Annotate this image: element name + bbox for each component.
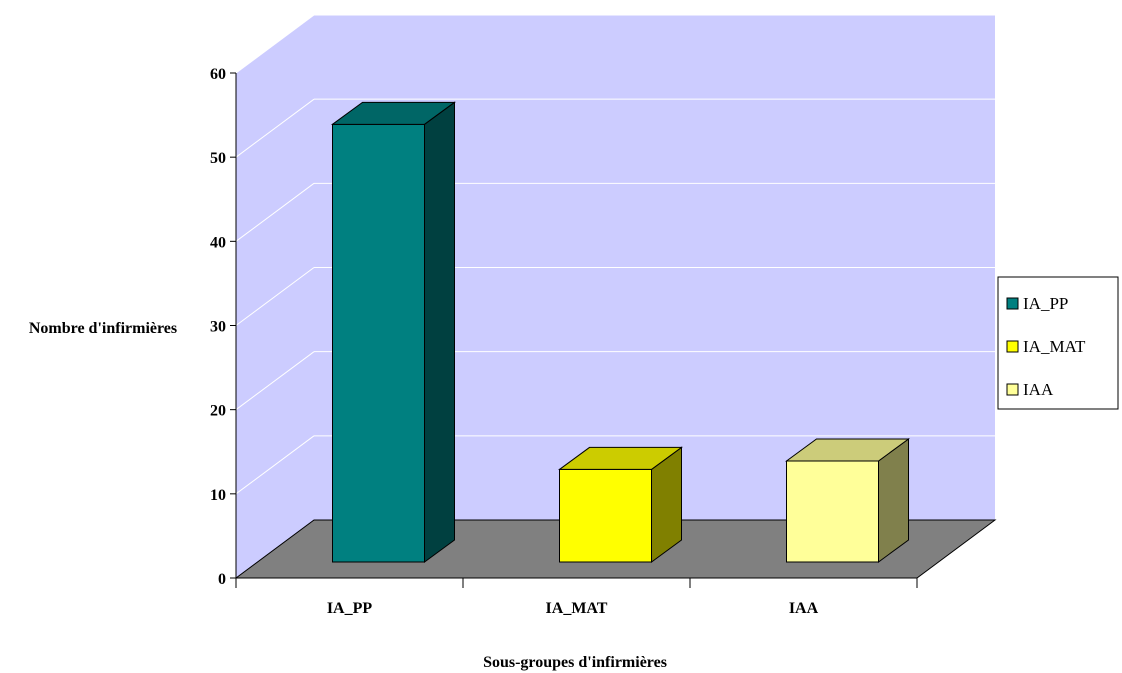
gridline-side xyxy=(235,435,315,495)
legend-swatch xyxy=(1006,297,1019,310)
legend-item-ia-mat: IA_MAT xyxy=(1006,337,1086,356)
legend-swatch xyxy=(1006,383,1019,396)
legend: IA_PP IA_MAT IAA xyxy=(997,276,1119,410)
legend-label: IA_PP xyxy=(1023,294,1068,313)
y-tick-label: 40 xyxy=(210,234,226,251)
y-tick-label: 20 xyxy=(210,403,226,420)
gridline-side xyxy=(235,98,315,158)
x-tick-labels: IA_PP IA_MAT IAA xyxy=(327,600,819,617)
gridline-side xyxy=(235,14,315,74)
y-tick-label: 10 xyxy=(210,487,226,504)
y-axis-title: Nombre d'infirmières xyxy=(29,320,177,337)
axes xyxy=(230,72,918,588)
bar-front-face xyxy=(332,123,425,563)
bar-front-face xyxy=(559,468,652,563)
bar-top-face xyxy=(557,446,684,470)
y-tick-label: 60 xyxy=(210,66,226,83)
bar-top-face xyxy=(330,101,457,125)
y-tick-label: 50 xyxy=(210,150,226,167)
bars xyxy=(330,101,911,563)
legend-swatch xyxy=(1006,340,1019,353)
x-tick-label: IA_MAT xyxy=(546,600,608,617)
bar-iaa xyxy=(784,438,911,563)
legend-item-iaa: IAA xyxy=(1006,380,1054,399)
x-tick-label: IA_PP xyxy=(327,600,373,617)
bar-front-face xyxy=(786,460,879,563)
legend-label: IAA xyxy=(1023,380,1054,399)
bar-top-face xyxy=(784,438,911,462)
legend-item-ia-pp: IA_PP xyxy=(1006,294,1068,313)
gridline-side xyxy=(235,267,315,326)
gridline-side xyxy=(235,182,315,242)
gridline-side xyxy=(235,351,315,411)
bar-ia-pp xyxy=(330,101,457,563)
x-tick-label: IAA xyxy=(789,600,819,617)
bar-ia-mat xyxy=(557,446,684,563)
y-tick-label: 0 xyxy=(218,571,226,588)
y-tick-labels: 0 10 20 30 40 50 60 xyxy=(210,66,226,588)
x-axis-title: Sous-groupes d'infirmières xyxy=(483,654,667,671)
y-tick-label: 30 xyxy=(210,319,226,336)
legend-label: IA_MAT xyxy=(1023,337,1086,356)
bar-side-face xyxy=(424,101,455,563)
